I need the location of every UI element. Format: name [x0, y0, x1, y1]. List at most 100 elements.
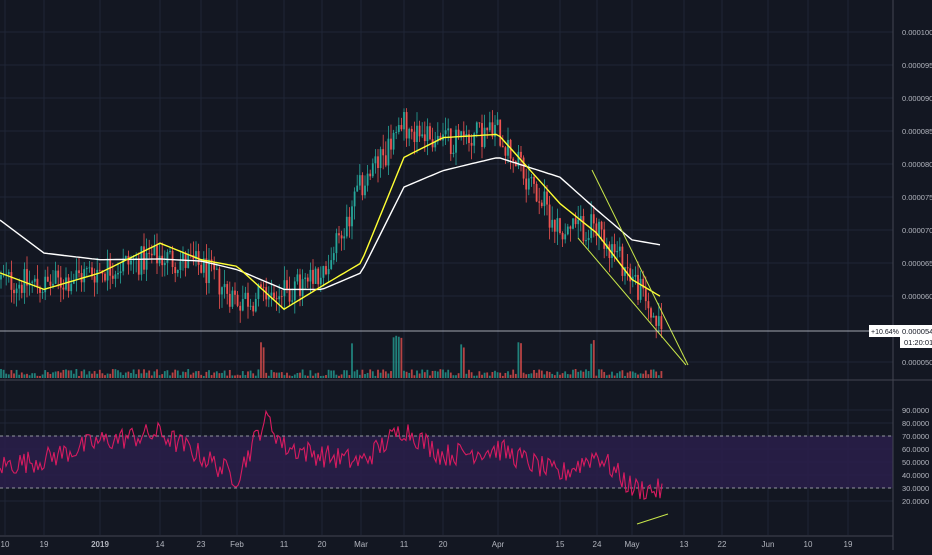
date-tick-label: 11: [280, 540, 289, 549]
volume-bar: [296, 372, 299, 378]
volume-layer: [0, 335, 663, 378]
volume-bar: [382, 369, 385, 378]
volume-bar: [124, 372, 127, 378]
price-candle: [148, 252, 151, 254]
price-candle: [462, 131, 465, 138]
volume-bar: [652, 369, 655, 378]
price-candle: [247, 292, 249, 307]
price-candle: [603, 229, 606, 249]
price-candle: [54, 270, 57, 284]
price-candle: [41, 292, 44, 294]
price-candle: [182, 252, 184, 262]
volume-bar: [379, 372, 382, 378]
price-candle: [72, 280, 75, 284]
price-candle: [358, 175, 361, 186]
price-candle: [156, 245, 158, 264]
volume-bar: [197, 370, 200, 378]
price-candle: [96, 269, 99, 283]
volume-bar: [314, 373, 317, 378]
volume-bar: [13, 373, 15, 378]
price-candle: [119, 271, 122, 273]
moving-average-fast-line: [0, 133, 661, 311]
price-candle: [343, 236, 346, 239]
volume-bar: [444, 372, 447, 378]
price-candle: [197, 251, 200, 265]
price-candle: [535, 183, 538, 202]
price-candle: [127, 255, 130, 265]
volume-bar: [348, 375, 351, 378]
price-candle: [260, 284, 262, 287]
price-candle: [44, 276, 47, 293]
price-candle: [592, 214, 595, 224]
volume-bar: [413, 375, 416, 378]
price-candle: [122, 258, 125, 272]
volume-bar: [148, 370, 151, 378]
price-candle: [140, 246, 143, 275]
price-candle: [111, 275, 114, 279]
price-candle: [392, 132, 395, 150]
price-candle: [179, 261, 182, 271]
volume-bar: [283, 375, 286, 378]
volume-bar: [192, 372, 195, 378]
volume-bar: [525, 374, 528, 378]
price-candle: [317, 268, 320, 285]
date-tick-label: 19: [844, 540, 853, 549]
price-candle: [496, 119, 499, 125]
price-candle: [553, 219, 556, 232]
volume-bar: [273, 372, 275, 378]
price-candle: [416, 125, 418, 143]
volume-bar: [608, 374, 611, 378]
volume-bar: [639, 373, 642, 378]
price-candle: [408, 128, 411, 139]
volume-bar: [611, 371, 613, 378]
volume-bar: [189, 374, 192, 378]
date-tick-label: Apr: [492, 540, 505, 549]
volume-bar: [598, 369, 600, 378]
price-candle: [221, 287, 223, 295]
volume-bar: [556, 371, 559, 378]
volume-bar: [418, 373, 421, 378]
price-candle: [104, 273, 106, 281]
price-candle: [447, 128, 450, 131]
price-candle: [543, 191, 546, 207]
volume-bar: [293, 374, 296, 378]
volume-bar: [533, 370, 535, 378]
price-candle: [36, 278, 39, 288]
volume-bar: [501, 375, 504, 378]
wedge-lower-trendline: [577, 237, 687, 366]
volume-bar: [288, 375, 291, 378]
volume-bar: [491, 372, 494, 378]
volume-bar: [577, 371, 580, 378]
price-candle: [470, 142, 473, 146]
volume-bar: [195, 371, 197, 378]
volume-bar: [228, 369, 231, 378]
price-candle: [657, 316, 660, 326]
price-candle: [23, 269, 26, 293]
volume-bar: [208, 370, 210, 378]
volume-bar: [569, 374, 572, 378]
volume-bar: [221, 372, 223, 378]
price-candle: [117, 272, 119, 275]
volume-bar: [304, 375, 307, 378]
price-candle: [634, 274, 637, 277]
volume-bar: [114, 369, 117, 378]
price-candle: [70, 283, 73, 292]
price-candle: [13, 289, 15, 294]
price-candle: [444, 130, 447, 135]
volume-bar: [0, 369, 2, 378]
price-candle: [161, 255, 164, 266]
price-candle: [67, 277, 70, 292]
price-candle: [561, 232, 564, 240]
volume-bar: [559, 374, 561, 378]
volume-bar: [572, 369, 574, 378]
price-candle: [169, 250, 171, 253]
volume-bar: [543, 374, 546, 378]
price-candle: [46, 276, 49, 282]
price-candle: [174, 267, 177, 274]
volume-bar: [143, 369, 145, 378]
volume-bar: [226, 375, 229, 378]
price-candle: [488, 122, 491, 131]
price-candle: [582, 216, 585, 242]
